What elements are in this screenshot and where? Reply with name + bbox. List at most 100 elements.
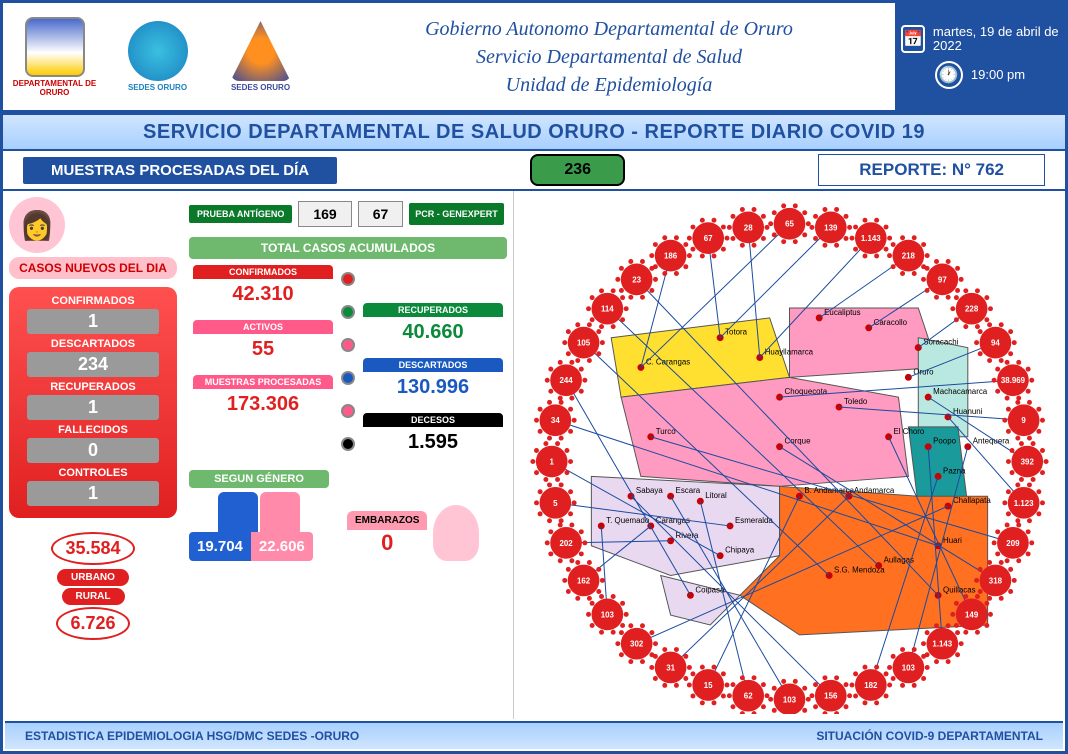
svg-text:15: 15 [704,681,713,690]
svg-text:Toledo: Toledo [844,397,868,406]
header-titles: Gobierno Autonomo Departamental de Oruro… [323,3,895,110]
svg-text:94: 94 [991,339,1000,348]
svg-text:Huayllamarca: Huayllamarca [765,348,814,357]
datetime-box: 📅 martes, 19 de abril de 2022 🕐 19:00 pm [895,3,1065,110]
footer: ESTADISTICA EPIDEMIOLOGIA HSG/DMC SEDES … [5,721,1063,749]
new-cases-panel: CONFIRMADOS1DESCARTADOS234RECUPERADOS1FA… [9,287,177,518]
svg-text:Escara: Escara [676,486,701,495]
svg-text:Andamarca: Andamarca [854,486,895,495]
svg-text:67: 67 [704,234,713,243]
male-icon [218,492,258,532]
svg-text:34: 34 [551,416,560,425]
svg-text:Caracollo: Caracollo [874,318,908,327]
pregnancy-icon [433,505,479,561]
rural-label: RURAL [62,588,125,605]
antigen-value: 169 [298,201,351,227]
svg-text:Litoral: Litoral [705,491,727,500]
svg-text:Aullagas: Aullagas [884,556,914,565]
calendar-icon: 📅 [901,25,925,53]
male-count: 19.704 [189,532,251,561]
svg-text:El Choro: El Choro [894,427,925,436]
svg-text:5: 5 [553,499,558,508]
cumulative-grid: CONFIRMADOS 42.310 ACTIVOS 55 MUESTRAS P… [189,263,507,460]
svg-text:162: 162 [577,576,591,585]
svg-text:Poopo: Poopo [933,437,956,446]
timeline-dots [343,263,353,460]
svg-text:114: 114 [601,305,614,314]
pregnancy-label: EMBARAZOS [347,511,427,530]
svg-text:Chipaya: Chipaya [725,546,755,555]
svg-text:9: 9 [1021,416,1026,425]
svg-text:139: 139 [824,223,838,232]
pregnancy-value: 0 [347,530,427,556]
svg-text:23: 23 [632,275,641,284]
report-number: REPORTE: N° 762 [818,154,1045,186]
stat-row: FALLECIDOS0 [15,424,171,463]
svg-text:Eucaliptus: Eucaliptus [824,308,861,317]
time-text: 19:00 pm [971,67,1025,82]
svg-text:105: 105 [577,339,591,348]
antigen-label: PRUEBA ANTÍGENO [189,205,292,223]
footer-right: SITUACIÓN COVID-9 DEPARTAMENTAL [816,729,1043,743]
svg-text:38.969: 38.969 [1001,376,1026,385]
svg-text:318: 318 [989,576,1003,585]
svg-text:103: 103 [902,663,916,672]
svg-text:202: 202 [559,539,573,548]
svg-text:31: 31 [666,663,675,672]
cumul-muestras: MUESTRAS PROCESADAS 173.306 [189,373,337,422]
map-column: C. CarangasTotoraHuayllamarcaEucaliptusC… [513,191,1065,719]
gender-box: SEGUN GÉNERO 19.704 22.606 [189,470,329,561]
svg-text:Quillacas: Quillacas [943,585,976,594]
samples-label: MUESTRAS PROCESADAS DEL DÍA [23,157,337,184]
logo-sedes: SEDES ORURO [110,7,205,107]
svg-text:186: 186 [664,252,678,261]
svg-text:228: 228 [965,305,979,314]
pcr-label: PCR - GENEXPERT [409,203,504,225]
report-page: DEPARTAMENTAL DE ORURO SEDES ORURO SEDES… [0,0,1068,754]
svg-text:244: 244 [559,376,573,385]
cumul-confirmados: CONFIRMADOS 42.310 [189,263,337,312]
svg-text:209: 209 [1006,539,1020,548]
samples-count: 236 [530,154,625,186]
svg-text:97: 97 [938,275,947,284]
female-count: 22.606 [251,532,313,561]
svg-text:Coipasa: Coipasa [695,585,725,594]
sub-bar: MUESTRAS PROCESADAS DEL DÍA 236 REPORTE:… [3,151,1065,189]
svg-text:218: 218 [902,252,916,261]
stat-row: CONFIRMADOS1 [15,295,171,334]
logos-row: DEPARTAMENTAL DE ORURO SEDES ORURO SEDES… [3,3,323,110]
stat-row: DESCARTADOS234 [15,338,171,377]
svg-text:392: 392 [1021,458,1035,467]
org-line-3: Unidad de Epidemiología [506,71,713,99]
org-line-2: Servicio Departamental de Salud [476,43,742,71]
svg-text:182: 182 [864,681,878,690]
cumul-recuperados: RECUPERADOS 40.660 [359,301,507,350]
svg-text:103: 103 [601,610,615,619]
svg-text:1.123: 1.123 [1014,499,1034,508]
urban-label: URBANO [57,569,129,586]
left-column: 👩 CASOS NUEVOS DEL DIA CONFIRMADOS1DESCA… [3,191,183,719]
title-bar: SERVICIO DEPARTAMENTAL DE SALUD ORURO - … [3,113,1065,151]
svg-text:Sabaya: Sabaya [636,486,663,495]
svg-text:T. Quemado: T. Quemado [606,516,650,525]
svg-text:65: 65 [785,220,794,229]
urban-value: 35.584 [51,532,134,565]
header: DEPARTAMENTAL DE ORURO SEDES ORURO SEDES… [3,3,1065,113]
svg-text:Huanuni: Huanuni [953,407,983,416]
svg-text:1: 1 [550,458,555,467]
pregnancy-box: EMBARAZOS 0 [347,505,479,561]
svg-text:62: 62 [744,692,753,701]
svg-text:Soracachi: Soracachi [923,338,958,347]
test-row: PRUEBA ANTÍGENO 169 67 PCR - GENEXPERT [189,197,507,231]
svg-text:156: 156 [824,692,838,701]
svg-text:Challapata: Challapata [953,496,991,505]
logo-gov: DEPARTAMENTAL DE ORURO [7,7,102,107]
cumul-decesos: DECESOS 1.595 [359,411,507,460]
svg-text:C. Carangas: C. Carangas [646,357,690,366]
logo-epi: SEDES ORURO [213,7,308,107]
svg-text:302: 302 [630,640,644,649]
map-svg: C. CarangasTotoraHuayllamarcaEucaliptusC… [522,199,1057,714]
footer-left: ESTADISTICA EPIDEMIOLOGIA HSG/DMC SEDES … [25,729,359,743]
stat-row: CONTROLES1 [15,467,171,506]
org-line-1: Gobierno Autonomo Departamental de Oruro [425,15,793,43]
